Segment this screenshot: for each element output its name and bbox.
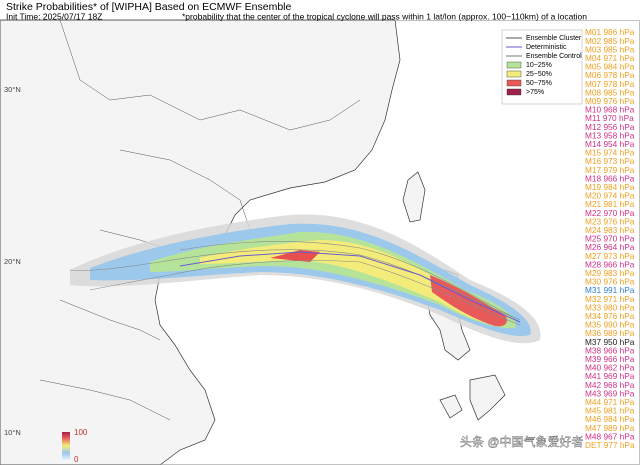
member-label: M42 968 hPa — [585, 380, 635, 390]
member-label: M21 981 hPa — [585, 199, 635, 209]
legend: Ensemble Cluster Deterministic Ensemble … — [501, 29, 583, 105]
legend-label: 25~50% — [526, 71, 552, 78]
member-label: M09 976 hPa — [585, 96, 635, 106]
member-label: M23 976 hPa — [585, 216, 635, 226]
colorbar-max: 100 — [74, 428, 88, 437]
member-label: M27 973 hPa — [585, 251, 635, 261]
legend-label: Ensemble Cluster — [526, 35, 582, 42]
member-label: M29 983 hPa — [585, 268, 635, 278]
member-label: M22 970 hPa — [585, 208, 635, 218]
member-label: M41 969 hPa — [585, 371, 635, 381]
member-label: M39 966 hPa — [585, 354, 635, 364]
member-label: M25 970 hPa — [585, 234, 635, 244]
member-label: M16 973 hPa — [585, 156, 635, 166]
member-label: M44 971 hPa — [585, 397, 635, 407]
member-label: M43 969 hPa — [585, 388, 635, 398]
member-label: M12 956 hPa — [585, 122, 635, 132]
watermark: 头条 @中国气象爱好者 — [460, 434, 584, 449]
member-label: M08 985 hPa — [585, 87, 635, 97]
member-label: M24 983 hPa — [585, 225, 635, 235]
latitude-label: 20°N — [4, 257, 21, 266]
init-time: Init Time: 2025/07/17 18Z — [6, 11, 102, 21]
member-label: M36 989 hPa — [585, 328, 635, 338]
member-label: M14 954 hPa — [585, 139, 635, 149]
member-label: M28 966 hPa — [585, 259, 635, 269]
latitude-label: 30°N — [4, 85, 21, 94]
member-label: M03 985 hPa — [585, 44, 635, 54]
member-label: M37 950 hPa — [585, 337, 635, 347]
member-label: M34 976 hPa — [585, 311, 635, 321]
legend-label: Deterministic — [526, 44, 567, 51]
note: *probability that the center of the trop… — [182, 11, 587, 21]
legend-swatch — [506, 61, 522, 69]
member-label: M05 984 hPa — [585, 62, 635, 72]
ensemble-tracks — [69, 241, 521, 326]
legend-label: 10~25% — [526, 62, 552, 69]
member-label: M15 974 hPa — [585, 148, 635, 158]
legend-swatch — [506, 88, 522, 96]
legend-label: >75% — [526, 89, 544, 96]
colorbar — [62, 432, 70, 462]
legend-swatch — [506, 70, 522, 78]
latitude-label: 10°N — [4, 428, 21, 437]
deterministic-track — [179, 251, 521, 323]
member-label: M20 974 hPa — [585, 191, 635, 201]
legend-label: Ensemble Control — [526, 53, 582, 60]
member-label: M02 985 hPa — [585, 36, 635, 46]
member-label: DET 977 hPa — [585, 440, 635, 450]
borders — [39, 19, 361, 421]
legend-label: 50~75% — [526, 80, 552, 87]
member-label: M48 967 hPa — [585, 431, 635, 441]
colorbar-min: 0 — [74, 455, 79, 464]
legend-swatch — [506, 79, 522, 87]
member-label: M07 978 hPa — [585, 79, 635, 89]
member-label: M30 976 hPa — [585, 277, 635, 287]
member-label: M32 971 hPa — [585, 294, 635, 304]
member-label: M40 962 hPa — [585, 363, 635, 373]
member-label: M46 984 hPa — [585, 414, 635, 424]
member-label: M04 971 hPa — [585, 53, 635, 63]
member-label: M26 964 hPa — [585, 242, 635, 252]
member-label: M45 981 hPa — [585, 406, 635, 416]
member-label: M19 984 hPa — [585, 182, 635, 192]
member-label: M31 991 hPa — [585, 285, 635, 295]
member-label: M06 978 hPa — [585, 70, 635, 80]
member-label: M11 970 hPa — [585, 113, 634, 123]
member-label: M47 989 hPa — [585, 423, 635, 433]
member-label: M10 968 hPa — [585, 105, 635, 115]
member-label: M38 966 hPa — [585, 345, 635, 355]
title: Strike Probabilities* of [WIPHA] Based o… — [6, 1, 292, 13]
member-label: M01 986 hPa — [585, 27, 635, 37]
member-label: M13 958 hPa — [585, 130, 635, 140]
member-label: M18 966 hPa — [585, 173, 635, 183]
member-label: M17 979 hPa — [585, 165, 635, 175]
member-label: M33 980 hPa — [585, 302, 635, 312]
member-label: M35 990 hPa — [585, 320, 635, 330]
